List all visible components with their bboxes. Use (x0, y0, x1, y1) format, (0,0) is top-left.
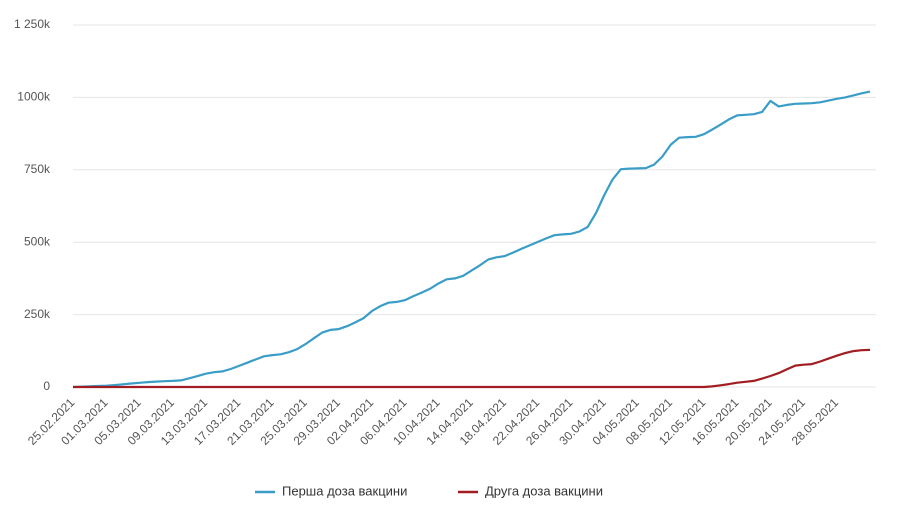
legend-label: Перша доза вакцини (282, 483, 407, 498)
data-line (73, 348, 871, 389)
y-tick-label: 500k (24, 234, 51, 248)
y-tick-label: 250k (24, 307, 51, 321)
y-tick-label: 0 (43, 379, 50, 393)
y-tick-label: 1000k (17, 90, 51, 104)
y-tick-label: 750k (24, 162, 51, 176)
y-tick-label: 1 250k (14, 17, 51, 31)
data-line (72, 90, 871, 389)
legend-label: Друга доза вакцини (485, 483, 603, 498)
